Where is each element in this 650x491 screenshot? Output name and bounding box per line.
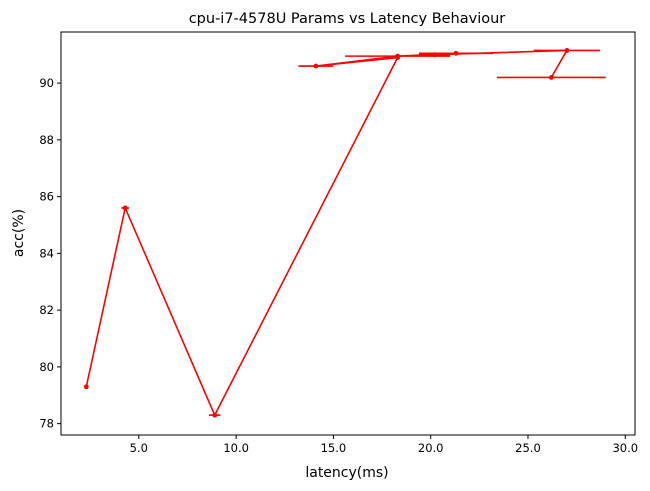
- chart-title: cpu-i7-4578U Params vs Latency Behaviour: [189, 11, 506, 27]
- x-tick-label: 20.0: [418, 441, 444, 455]
- y-tick-label: 88: [39, 133, 54, 147]
- y-tick-label: 82: [39, 303, 54, 317]
- x-tick-label: 25.0: [515, 441, 541, 455]
- data-point: [212, 412, 218, 418]
- y-tick-label: 90: [39, 76, 54, 90]
- plot-frame: [60, 31, 636, 436]
- data-point: [395, 53, 401, 59]
- data-point: [548, 75, 554, 80]
- data-point: [122, 205, 128, 211]
- x-tick-label: 15.0: [321, 441, 347, 455]
- y-tick-label: 80: [39, 360, 54, 374]
- x-tick-label: 30.0: [612, 441, 638, 455]
- y-tick-label: 78: [39, 417, 54, 431]
- y-axis-label: acc(%): [11, 209, 27, 257]
- x-tick-label: 10.0: [223, 441, 249, 455]
- x-tick-label: 5.0: [130, 441, 148, 455]
- plot-area: [83, 48, 606, 418]
- data-point: [83, 384, 89, 390]
- y-tick-label: 86: [39, 190, 54, 204]
- x-axis-label: latency(ms): [305, 465, 388, 481]
- data-point: [453, 50, 459, 56]
- x-axis: 5.0 10.0 15.0 20.0 25.0 30.0: [130, 435, 638, 455]
- y-axis: 78 80 82 84 86 88 90: [39, 76, 61, 431]
- series-line: [85, 49, 568, 416]
- data-point: [432, 52, 437, 58]
- data-point: [313, 63, 319, 69]
- y-tick-label: 84: [39, 246, 54, 260]
- data-point: [564, 48, 570, 53]
